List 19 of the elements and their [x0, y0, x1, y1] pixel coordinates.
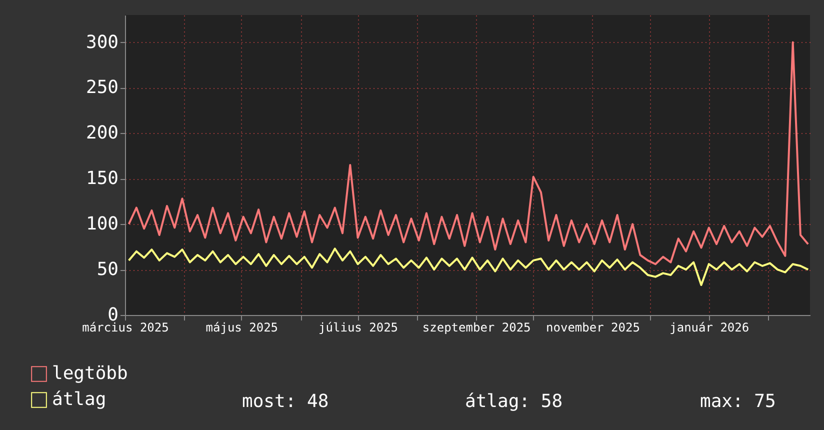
y-tick-label: 200	[86, 122, 118, 144]
text: most: 48	[242, 391, 329, 412]
x-tick-label: július 2025	[318, 320, 398, 334]
line-series	[128, 248, 810, 286]
x-tick-label: január 2026	[670, 320, 750, 334]
text: átlag: 58	[465, 391, 563, 412]
x-tick-label: március 2025	[82, 320, 169, 334]
line-series	[128, 41, 810, 266]
x-tick-label: május 2025	[206, 320, 278, 334]
y-tick-label: 50	[96, 259, 118, 280]
x-tick-label: szeptember 2025	[422, 320, 531, 334]
x-tick-label: november 2025	[546, 320, 640, 334]
y-tick-label: 100	[86, 214, 118, 235]
y-tick-label: 250	[86, 77, 118, 98]
y-tick-label: 150	[86, 168, 118, 190]
text: max: 75	[700, 391, 776, 412]
y-tick-label: 300	[86, 32, 118, 53]
legend-label: átlag	[52, 389, 106, 410]
legend-label: legtöbb	[52, 363, 128, 384]
